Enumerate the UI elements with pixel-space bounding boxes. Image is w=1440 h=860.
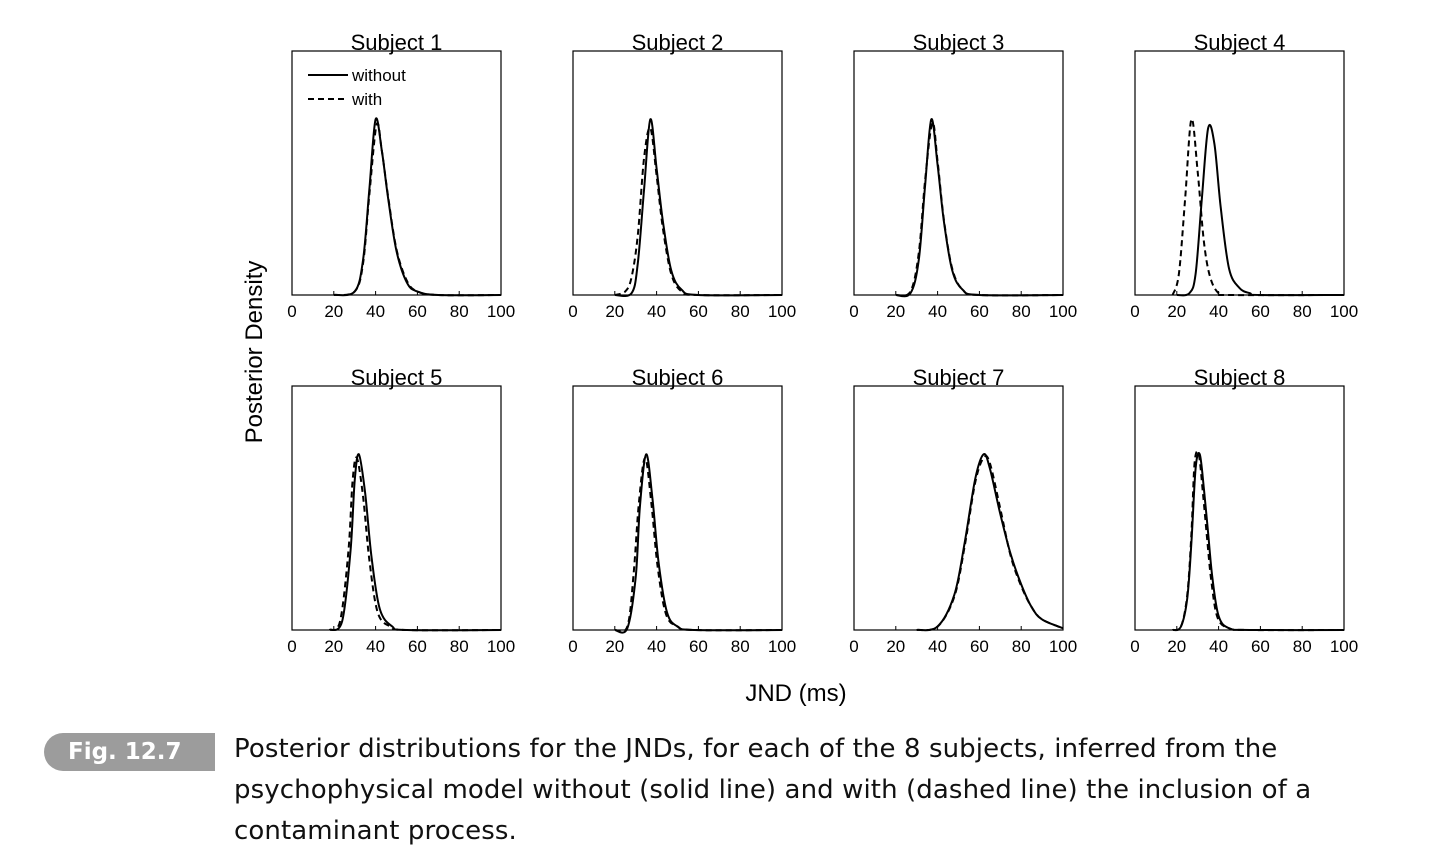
series-with-line bbox=[1171, 118, 1345, 297]
x-axis-label: JND (ms) bbox=[745, 680, 846, 707]
series-without-line bbox=[1176, 123, 1345, 297]
x-tick-label: 100 bbox=[1330, 302, 1358, 321]
x-tick-label: 20 bbox=[324, 302, 343, 321]
subplot-2: Subject 2 0 20 40 60 80 100 bbox=[568, 30, 796, 321]
x-tick-label: 60 bbox=[970, 637, 989, 656]
x-tick-label: 60 bbox=[1251, 302, 1270, 321]
subplot-7: Subject 7 0 20 40 60 80 100 bbox=[849, 365, 1077, 656]
x-tick-label: 40 bbox=[366, 302, 385, 321]
subplot-8: Subject 8 0 20 40 60 80 100 bbox=[1130, 365, 1358, 656]
x-tick-label: 0 bbox=[287, 637, 296, 656]
x-tick-label: 0 bbox=[849, 637, 858, 656]
subplot-1: Subject 1 0 20 40 60 80 100 without with bbox=[287, 30, 515, 321]
subplot-title: Subject 5 bbox=[351, 365, 443, 390]
legend-label-without: without bbox=[351, 66, 406, 85]
plot-frame bbox=[853, 385, 1064, 631]
series-without-line bbox=[614, 453, 783, 634]
x-tick-label: 100 bbox=[487, 302, 515, 321]
series-without-line bbox=[1172, 451, 1345, 632]
x-tick-label: 80 bbox=[1012, 637, 1031, 656]
x-tick-label: 80 bbox=[1293, 637, 1312, 656]
subplot-title: Subject 8 bbox=[1194, 365, 1286, 390]
plot-frame bbox=[572, 385, 783, 631]
x-tick-label: 20 bbox=[605, 637, 624, 656]
subplot-title: Subject 1 bbox=[351, 30, 443, 55]
series-with-line bbox=[1172, 450, 1345, 632]
subplot-title: Subject 3 bbox=[913, 30, 1005, 55]
panels-group: Subject 10 20 40 60 80 100withoutwithSubject … bbox=[287, 30, 1358, 656]
x-tick-label: 40 bbox=[1209, 637, 1228, 656]
x-tick-label: 0 bbox=[1130, 637, 1139, 656]
x-tick-label: 100 bbox=[1049, 302, 1077, 321]
legend: without with bbox=[308, 66, 406, 109]
legend-label-with: with bbox=[351, 90, 382, 109]
x-tick-label: 0 bbox=[1130, 302, 1139, 321]
x-tick-label: 80 bbox=[450, 637, 469, 656]
series-with-line bbox=[614, 456, 783, 633]
x-tick-label: 80 bbox=[1293, 302, 1312, 321]
x-tick-label: 100 bbox=[487, 637, 515, 656]
x-tick-label: 80 bbox=[1012, 302, 1031, 321]
subplot-6: Subject 6 0 20 40 60 80 100 bbox=[568, 365, 796, 656]
x-tick-label: 60 bbox=[689, 302, 708, 321]
plot-frame bbox=[1134, 50, 1345, 296]
x-tick-label: 20 bbox=[605, 302, 624, 321]
subplot-title: Subject 6 bbox=[632, 365, 724, 390]
x-tick-label: 40 bbox=[928, 302, 947, 321]
plot-frame bbox=[853, 50, 1064, 296]
subplot-title: Subject 4 bbox=[1194, 30, 1286, 55]
plot-frame bbox=[1134, 385, 1345, 631]
x-tick-label: 40 bbox=[1209, 302, 1228, 321]
series-with-line bbox=[328, 456, 502, 632]
x-tick-label: 20 bbox=[1167, 637, 1186, 656]
series-with-line bbox=[614, 126, 783, 297]
x-tick-label: 20 bbox=[324, 637, 343, 656]
subplot-title: Subject 2 bbox=[632, 30, 724, 55]
x-tick-label: 40 bbox=[366, 637, 385, 656]
x-tick-label: 0 bbox=[568, 637, 577, 656]
series-with-line bbox=[916, 454, 1064, 632]
plot-frame bbox=[291, 385, 502, 631]
x-tick-label: 60 bbox=[1251, 637, 1270, 656]
subplot-title: Subject 7 bbox=[913, 365, 1005, 390]
x-tick-label: 60 bbox=[689, 637, 708, 656]
x-tick-label: 60 bbox=[408, 302, 427, 321]
series-with-line bbox=[895, 121, 1064, 297]
x-tick-label: 0 bbox=[568, 302, 577, 321]
x-tick-label: 20 bbox=[1167, 302, 1186, 321]
series-without-line bbox=[333, 117, 502, 297]
x-tick-label: 0 bbox=[849, 302, 858, 321]
subplot-3: Subject 3 0 20 40 60 80 100 bbox=[849, 30, 1077, 321]
series-without-line bbox=[329, 453, 502, 632]
series-with-line bbox=[333, 122, 502, 297]
x-tick-label: 100 bbox=[1330, 637, 1358, 656]
x-tick-label: 60 bbox=[970, 302, 989, 321]
x-tick-label: 100 bbox=[1049, 637, 1077, 656]
x-tick-label: 100 bbox=[768, 302, 796, 321]
subplot-4: Subject 4 0 20 40 60 80 100 bbox=[1130, 30, 1358, 321]
series-without-line bbox=[916, 453, 1064, 632]
x-tick-label: 100 bbox=[768, 637, 796, 656]
x-tick-label: 80 bbox=[731, 302, 750, 321]
x-tick-label: 20 bbox=[886, 637, 905, 656]
posterior-figure: Subject 10 20 40 60 80 100withoutwithSubject … bbox=[241, 30, 1358, 707]
plot-frame bbox=[572, 50, 783, 296]
plot-frame bbox=[291, 50, 502, 296]
figure-caption: Posterior distributions for the JNDs, fo… bbox=[234, 734, 1312, 846]
x-tick-label: 0 bbox=[287, 302, 296, 321]
subplot-5: Subject 5 0 20 40 60 80 100 bbox=[287, 365, 515, 656]
x-tick-label: 60 bbox=[408, 637, 427, 656]
x-tick-label: 80 bbox=[450, 302, 469, 321]
x-tick-label: 80 bbox=[731, 637, 750, 656]
y-axis-label: Posterior Density bbox=[241, 261, 268, 444]
x-tick-label: 40 bbox=[928, 637, 947, 656]
series-without-line bbox=[895, 118, 1064, 298]
x-tick-label: 40 bbox=[647, 302, 666, 321]
x-tick-label: 20 bbox=[886, 302, 905, 321]
figure-number-tag: Fig. 12.7 bbox=[44, 733, 215, 771]
series-without-line bbox=[614, 118, 783, 298]
x-tick-label: 40 bbox=[647, 637, 666, 656]
